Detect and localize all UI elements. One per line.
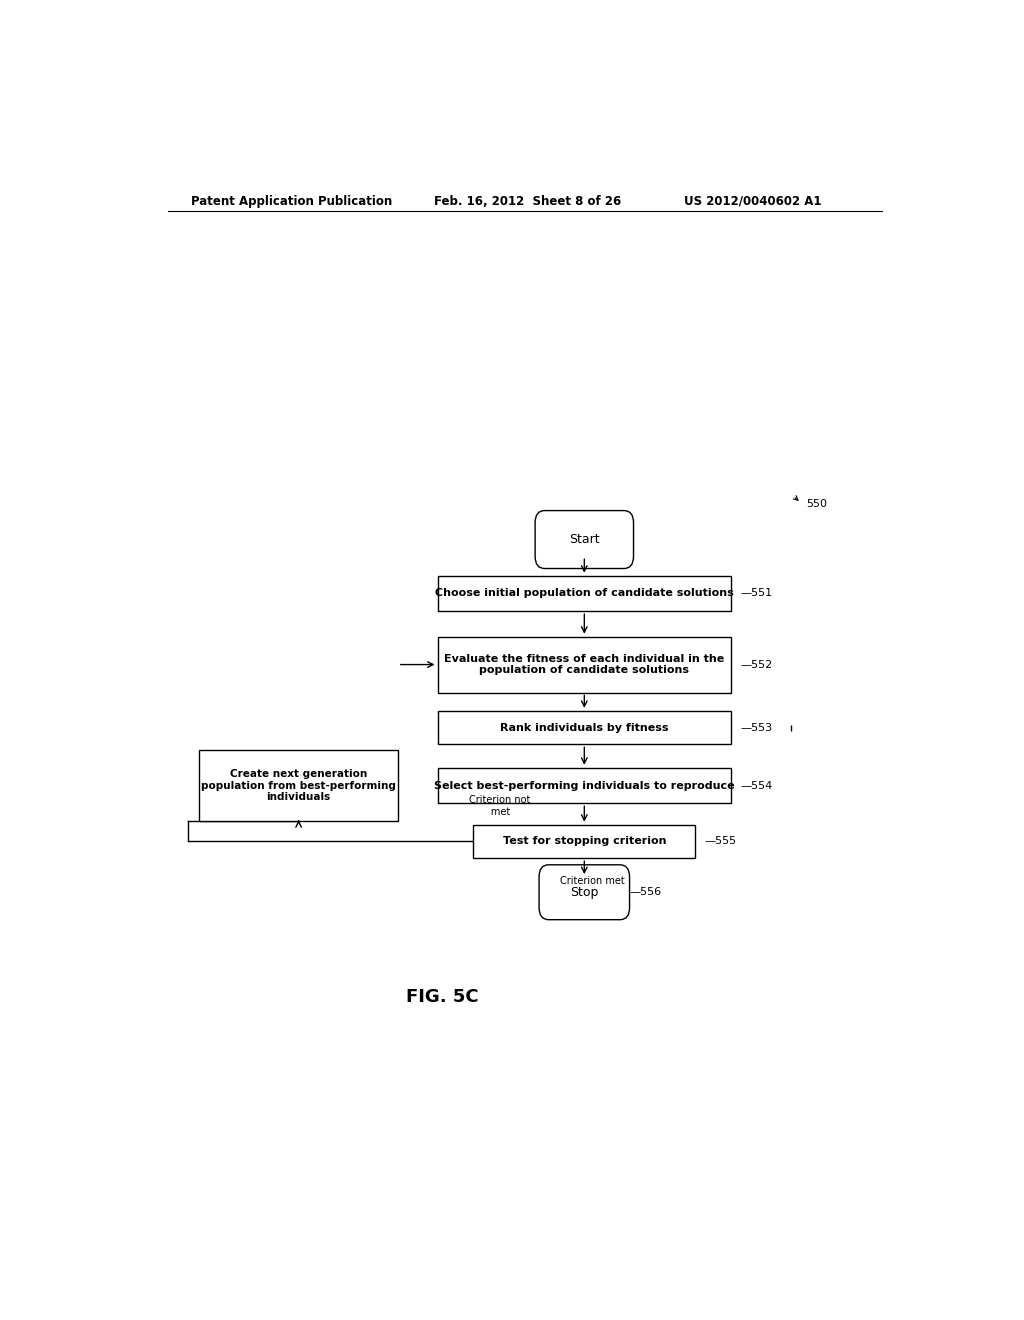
Text: Criterion met: Criterion met: [560, 876, 625, 887]
FancyBboxPatch shape: [437, 768, 731, 804]
Text: US 2012/0040602 A1: US 2012/0040602 A1: [684, 194, 821, 207]
Text: —551: —551: [740, 589, 773, 598]
Text: FIG. 5C: FIG. 5C: [406, 987, 478, 1006]
FancyBboxPatch shape: [473, 825, 695, 858]
Text: Rank individuals by fitness: Rank individuals by fitness: [500, 722, 669, 733]
Text: Select best-performing individuals to reproduce: Select best-performing individuals to re…: [434, 780, 734, 791]
FancyBboxPatch shape: [539, 865, 630, 920]
Text: Create next generation
population from best-performing
individuals: Create next generation population from b…: [201, 770, 396, 803]
FancyBboxPatch shape: [437, 710, 731, 744]
Text: —556: —556: [630, 887, 662, 898]
FancyBboxPatch shape: [536, 511, 634, 569]
Text: Stop: Stop: [570, 886, 598, 899]
Text: Evaluate the fitness of each individual in the
population of candidate solutions: Evaluate the fitness of each individual …: [444, 653, 724, 676]
Text: Start: Start: [569, 533, 600, 546]
FancyBboxPatch shape: [200, 750, 397, 821]
Text: Choose initial population of candidate solutions: Choose initial population of candidate s…: [435, 589, 733, 598]
FancyBboxPatch shape: [437, 636, 731, 693]
Text: Test for stopping criterion: Test for stopping criterion: [503, 837, 666, 846]
FancyBboxPatch shape: [437, 576, 731, 611]
Text: Patent Application Publication: Patent Application Publication: [191, 194, 393, 207]
Text: Criterion not
       met: Criterion not met: [469, 795, 530, 817]
Text: 550: 550: [807, 499, 827, 510]
Text: —555: —555: [705, 837, 737, 846]
Text: Feb. 16, 2012  Sheet 8 of 26: Feb. 16, 2012 Sheet 8 of 26: [433, 194, 621, 207]
Text: —554: —554: [740, 780, 773, 791]
Text: —552: —552: [740, 660, 773, 669]
Text: —553: —553: [740, 722, 773, 733]
